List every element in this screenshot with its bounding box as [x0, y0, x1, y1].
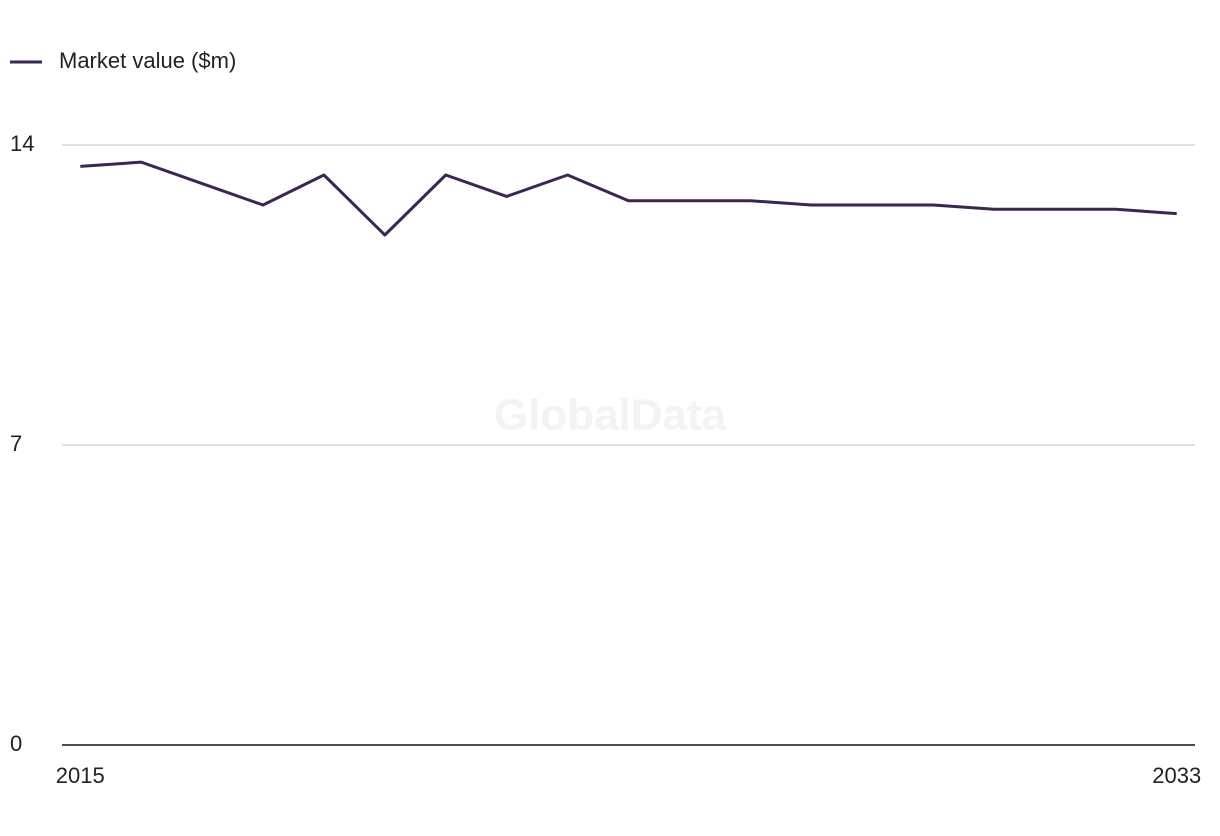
y-tick-label: 7 — [10, 431, 22, 456]
data-line — [80, 160, 1177, 237]
y-tick-label: 0 — [10, 731, 22, 756]
x-tick-label: 2015 — [56, 763, 105, 788]
watermark: GlobalData — [494, 391, 727, 440]
legend-label: Market value ($m) — [59, 48, 236, 73]
x-tick-label: 2033 — [1152, 763, 1201, 788]
y-tick-label: 14 — [10, 131, 34, 156]
